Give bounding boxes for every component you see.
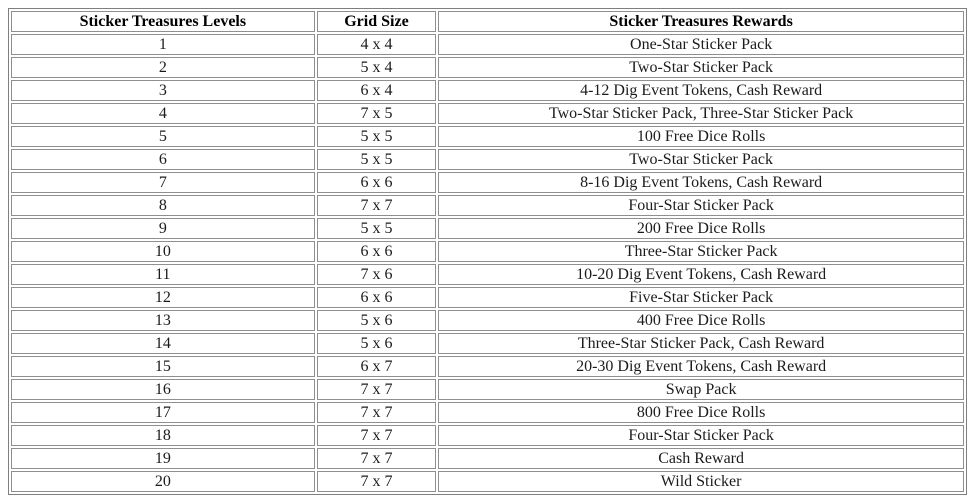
grid-size-cell: 5 x 5	[316, 218, 437, 239]
table-row: 18 7 x 7 Four-Star Sticker Pack	[11, 425, 964, 446]
level-cell: 20	[11, 471, 315, 492]
grid-size-cell: 5 x 5	[316, 126, 437, 147]
table-row: 10 6 x 6 Three-Star Sticker Pack	[11, 241, 964, 262]
level-cell: 8	[11, 195, 315, 216]
level-cell: 13	[11, 310, 315, 331]
reward-cell: Four-Star Sticker Pack	[438, 425, 964, 446]
table-row: 13 5 x 6 400 Free Dice Rolls	[11, 310, 964, 331]
reward-cell: 4-12 Dig Event Tokens, Cash Reward	[438, 80, 964, 101]
grid-size-cell: 5 x 5	[316, 149, 437, 170]
grid-size-cell: 6 x 6	[316, 287, 437, 308]
table-row: 4 7 x 5 Two-Star Sticker Pack, Three-Sta…	[11, 103, 964, 124]
level-cell: 14	[11, 333, 315, 354]
reward-cell: Cash Reward	[438, 448, 964, 469]
table-row: 19 7 x 7 Cash Reward	[11, 448, 964, 469]
reward-cell: 10-20 Dig Event Tokens, Cash Reward	[438, 264, 964, 285]
reward-cell: One-Star Sticker Pack	[438, 34, 964, 55]
grid-size-cell: 7 x 7	[316, 195, 437, 216]
grid-size-cell: 6 x 4	[316, 80, 437, 101]
table-row: 9 5 x 5 200 Free Dice Rolls	[11, 218, 964, 239]
grid-size-cell: 5 x 6	[316, 333, 437, 354]
reward-cell: 20-30 Dig Event Tokens, Cash Reward	[438, 356, 964, 377]
grid-size-cell: 7 x 7	[316, 448, 437, 469]
level-cell: 17	[11, 402, 315, 423]
table-row: 17 7 x 7 800 Free Dice Rolls	[11, 402, 964, 423]
level-cell: 12	[11, 287, 315, 308]
table-row: 20 7 x 7 Wild Sticker	[11, 471, 964, 492]
table-row: 11 7 x 6 10-20 Dig Event Tokens, Cash Re…	[11, 264, 964, 285]
reward-cell: 800 Free Dice Rolls	[438, 402, 964, 423]
grid-size-cell: 7 x 7	[316, 425, 437, 446]
table-header-row: Sticker Treasures Levels Grid Size Stick…	[11, 11, 964, 32]
level-cell: 2	[11, 57, 315, 78]
grid-size-cell: 7 x 6	[316, 264, 437, 285]
reward-cell: 8-16 Dig Event Tokens, Cash Reward	[438, 172, 964, 193]
level-cell: 9	[11, 218, 315, 239]
grid-size-cell: 5 x 6	[316, 310, 437, 331]
header-grid-size: Grid Size	[316, 11, 437, 32]
reward-cell: Four-Star Sticker Pack	[438, 195, 964, 216]
reward-cell: Wild Sticker	[438, 471, 964, 492]
table-row: 15 6 x 7 20-30 Dig Event Tokens, Cash Re…	[11, 356, 964, 377]
header-levels: Sticker Treasures Levels	[11, 11, 315, 32]
level-cell: 3	[11, 80, 315, 101]
grid-size-cell: 4 x 4	[316, 34, 437, 55]
reward-cell: Five-Star Sticker Pack	[438, 287, 964, 308]
level-cell: 4	[11, 103, 315, 124]
grid-size-cell: 7 x 5	[316, 103, 437, 124]
reward-cell: 200 Free Dice Rolls	[438, 218, 964, 239]
level-cell: 19	[11, 448, 315, 469]
level-cell: 1	[11, 34, 315, 55]
reward-cell: 400 Free Dice Rolls	[438, 310, 964, 331]
reward-cell: Three-Star Sticker Pack, Cash Reward	[438, 333, 964, 354]
level-cell: 7	[11, 172, 315, 193]
grid-size-cell: 7 x 7	[316, 379, 437, 400]
level-cell: 6	[11, 149, 315, 170]
reward-cell: Three-Star Sticker Pack	[438, 241, 964, 262]
level-cell: 11	[11, 264, 315, 285]
table-row: 2 5 x 4 Two-Star Sticker Pack	[11, 57, 964, 78]
table-row: 14 5 x 6 Three-Star Sticker Pack, Cash R…	[11, 333, 964, 354]
grid-size-cell: 6 x 6	[316, 241, 437, 262]
sticker-treasures-table: Sticker Treasures Levels Grid Size Stick…	[8, 8, 967, 495]
reward-cell: Two-Star Sticker Pack, Three-Star Sticke…	[438, 103, 964, 124]
table-row: 12 6 x 6 Five-Star Sticker Pack	[11, 287, 964, 308]
reward-cell: Two-Star Sticker Pack	[438, 149, 964, 170]
grid-size-cell: 5 x 4	[316, 57, 437, 78]
reward-cell: Swap Pack	[438, 379, 964, 400]
reward-cell: 100 Free Dice Rolls	[438, 126, 964, 147]
grid-size-cell: 6 x 6	[316, 172, 437, 193]
reward-cell: Two-Star Sticker Pack	[438, 57, 964, 78]
table-row: 5 5 x 5 100 Free Dice Rolls	[11, 126, 964, 147]
level-cell: 10	[11, 241, 315, 262]
level-cell: 15	[11, 356, 315, 377]
level-cell: 5	[11, 126, 315, 147]
table-row: 6 5 x 5 Two-Star Sticker Pack	[11, 149, 964, 170]
level-cell: 18	[11, 425, 315, 446]
grid-size-cell: 7 x 7	[316, 402, 437, 423]
header-rewards: Sticker Treasures Rewards	[438, 11, 964, 32]
table-row: 7 6 x 6 8-16 Dig Event Tokens, Cash Rewa…	[11, 172, 964, 193]
grid-size-cell: 7 x 7	[316, 471, 437, 492]
level-cell: 16	[11, 379, 315, 400]
table-row: 16 7 x 7 Swap Pack	[11, 379, 964, 400]
table-row: 3 6 x 4 4-12 Dig Event Tokens, Cash Rewa…	[11, 80, 964, 101]
table-row: 1 4 x 4 One-Star Sticker Pack	[11, 34, 964, 55]
table-row: 8 7 x 7 Four-Star Sticker Pack	[11, 195, 964, 216]
grid-size-cell: 6 x 7	[316, 356, 437, 377]
